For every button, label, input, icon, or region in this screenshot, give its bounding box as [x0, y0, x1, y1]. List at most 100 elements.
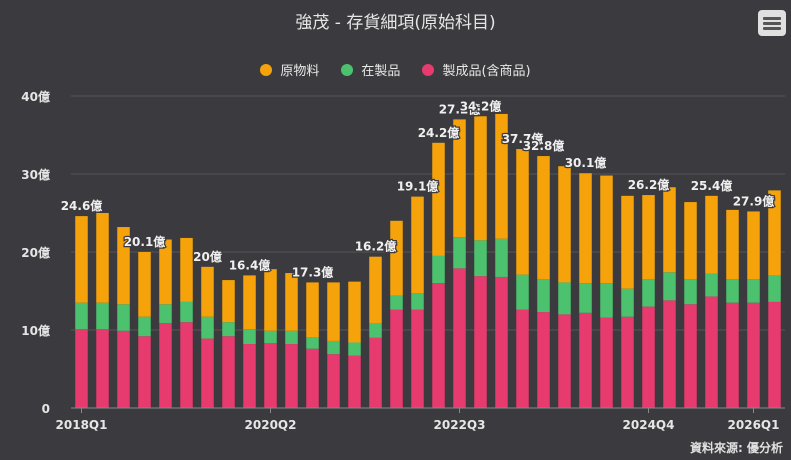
- bar-segment: [432, 283, 445, 408]
- data-label: 20.1億: [124, 234, 166, 249]
- data-label: 24.2億: [418, 125, 460, 140]
- bar-segment: [306, 348, 319, 408]
- bar-segment: [390, 309, 403, 408]
- bar-segment: [138, 252, 151, 317]
- bar-segment: [726, 302, 739, 408]
- bar-segment: [117, 330, 130, 408]
- bar-segment: [558, 282, 571, 315]
- bar-segment: [516, 149, 529, 275]
- bar-segment: [663, 272, 676, 301]
- bar-segment: [243, 329, 256, 345]
- legend-item-finished[interactable]: 製成品(含商品): [422, 60, 531, 79]
- bar-segment: [117, 227, 130, 305]
- bar-segment: [327, 282, 340, 341]
- bar-segment: [621, 195, 634, 289]
- bar-segment: [663, 300, 676, 408]
- bar-segment: [201, 266, 214, 317]
- bar-segment: [600, 175, 613, 284]
- legend-item-wip[interactable]: 在製品: [341, 60, 400, 79]
- bar-segment: [369, 256, 382, 323]
- legend-dot-wip: [341, 63, 354, 76]
- legend-label-raw: 原物料: [280, 64, 320, 79]
- bar-segment: [747, 279, 760, 303]
- data-label: 30.1億: [565, 155, 607, 170]
- bar-segment: [201, 338, 214, 408]
- hamburger-menu-icon[interactable]: [758, 10, 786, 36]
- bar-segment: [180, 322, 193, 408]
- bar-segment: [306, 337, 319, 349]
- data-label: 25.4億: [691, 178, 733, 193]
- data-label: 34.2億: [460, 98, 502, 113]
- bar-segment: [369, 322, 382, 338]
- data-label: 37.7億: [502, 131, 544, 146]
- data-label: 27.2億: [439, 101, 481, 116]
- y-tick-label: 20億: [21, 245, 50, 260]
- x-tick-label: 2020Q2: [245, 418, 297, 432]
- bar-segment: [474, 276, 487, 408]
- chart-title: 強茂 - 存貨細項(原始科目): [295, 13, 496, 33]
- bar-segment: [705, 296, 718, 408]
- bar-segment: [726, 279, 739, 303]
- bar-segment: [537, 312, 550, 408]
- bar-segment: [642, 306, 655, 408]
- x-tick-label: 2024Q4: [623, 418, 675, 432]
- bar-segment: [159, 304, 172, 323]
- data-label: 17.3億: [292, 264, 334, 279]
- bar-segment: [264, 330, 277, 344]
- bar-segment: [579, 283, 592, 313]
- bar-segment: [369, 337, 382, 408]
- bar-segment: [453, 237, 466, 269]
- legend-dot-finished: [422, 63, 435, 76]
- bar-segment: [579, 312, 592, 408]
- x-tick-label: 2026Q1: [728, 418, 780, 432]
- y-tick-label: 30億: [21, 167, 50, 182]
- bar-segment: [663, 187, 676, 273]
- data-label: 24.6億: [61, 198, 103, 213]
- legend-label-wip: 在製品: [361, 64, 401, 79]
- bar-segment: [768, 190, 781, 276]
- data-label: 32.8億: [523, 138, 565, 153]
- bar-segment: [495, 238, 508, 277]
- bar-segment: [222, 280, 235, 323]
- bar-segment: [264, 343, 277, 408]
- bar-segment: [96, 302, 109, 330]
- bar-segment: [600, 317, 613, 408]
- bar-segment: [180, 237, 193, 302]
- bar-segment: [516, 309, 529, 408]
- bar-segment: [306, 282, 319, 338]
- bar-segment: [390, 220, 403, 296]
- data-label: 20億: [193, 249, 222, 264]
- bar-segment: [642, 279, 655, 307]
- y-tick-label: 40億: [21, 89, 50, 104]
- bar-segment: [516, 274, 529, 310]
- bar-segment: [495, 276, 508, 408]
- legend: 原物料 在製品 製成品(含商品): [0, 60, 791, 79]
- bar-segment: [684, 202, 697, 280]
- bar-segment: [348, 342, 361, 356]
- bar-segment: [138, 316, 151, 337]
- bar-segment: [642, 195, 655, 280]
- bar-segment: [453, 268, 466, 408]
- y-tick-label: 10億: [21, 323, 50, 338]
- bar-segment: [348, 281, 361, 343]
- bar-segment: [558, 166, 571, 283]
- bar-segment: [411, 196, 424, 294]
- bar-segment: [411, 309, 424, 408]
- bar-segment: [222, 322, 235, 337]
- bar-segment: [474, 116, 487, 241]
- legend-label-finished: 製成品(含商品): [442, 64, 531, 79]
- legend-item-raw-materials[interactable]: 原物料: [260, 60, 319, 79]
- bar-segment: [180, 301, 193, 323]
- bar-segment: [159, 239, 172, 305]
- bar-segment: [747, 211, 760, 280]
- data-label: 19.1億: [397, 179, 439, 194]
- bar-segment: [474, 240, 487, 277]
- bar-segment: [285, 273, 298, 331]
- legend-dot-raw: [260, 63, 273, 76]
- bar-segment: [264, 269, 277, 331]
- bar-segment: [75, 216, 88, 303]
- source-credit: 資料來源: 優分析: [690, 441, 783, 455]
- bar-segment: [432, 255, 445, 284]
- bar-segment: [348, 355, 361, 408]
